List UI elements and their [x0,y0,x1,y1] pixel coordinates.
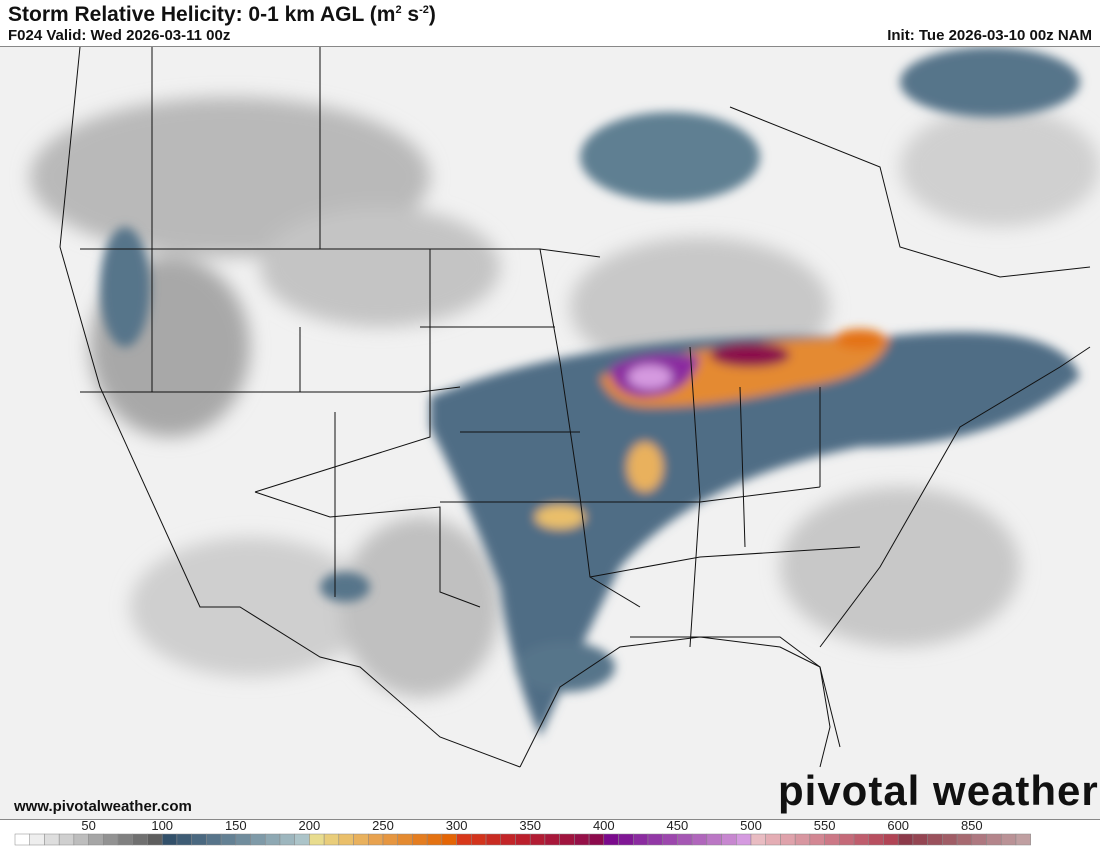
colorbar-swatch [883,833,899,846]
colorbar-swatch [412,833,428,846]
colorbar-label: 200 [299,818,321,833]
colorbar-swatch [176,833,192,846]
colorbar-label: 300 [446,818,468,833]
colorbar-swatch [29,833,45,846]
valid-time: F024 Valid: Wed 2026-03-11 00z [8,27,231,44]
colorbar-swatch [942,833,958,846]
colorbar-swatch [588,833,605,846]
colorbar-swatch [559,833,575,846]
colorbar-swatch [426,833,443,846]
colorbar-swatch [574,833,590,846]
colorbar-swatch [44,833,60,846]
colorbar-swatch [338,833,354,846]
colorbar-swatch [88,833,104,846]
colorbar-label: 150 [225,818,247,833]
colorbar-swatch [161,833,178,846]
colorbar-swatch [191,833,207,846]
map-title: Storm Relative Helicity: 0-1 km AGL (m2 … [8,3,436,26]
colorbar: 50 100 150 200 250 300 350 400 450 500 550 600 850 [0,818,1100,850]
colorbar-swatch [250,833,266,846]
website-url[interactable]: www.pivotalweather.com [14,798,192,815]
colorbar-swatch [147,833,163,846]
colorbar-swatch [721,833,737,846]
helicity-shading [100,47,1080,737]
colorbar-swatch [382,833,398,846]
colorbar-swatch [353,833,369,846]
colorbar-swatch [397,833,413,846]
colorbar-swatch [471,833,487,846]
colorbar-swatch [117,833,134,846]
colorbar-swatch [294,833,310,846]
colorbar-swatch [58,833,75,846]
colorbar-swatch [220,833,237,846]
colorbar-swatch [618,833,634,846]
state-borders [59,47,1091,768]
init-time: Init: Tue 2026-03-10 00z NAM [887,27,1092,44]
colorbar-swatch [235,833,251,846]
colorbar-swatch [662,833,678,846]
colorbar-label: 250 [372,818,394,833]
colorbar-swatch [750,833,766,846]
colorbar-label: 50 [81,818,95,833]
colorbar-swatch [706,833,722,846]
colorbar-label: 600 [887,818,909,833]
colorbar-swatch [765,833,781,846]
colorbar-swatch [264,833,281,846]
pivotal-weather-logo: pivotal weather [778,767,1099,814]
colorbar-swatch [794,833,811,846]
colorbar-swatch [691,833,708,846]
colorbar-label: 450 [667,818,689,833]
colorbar-swatch [956,833,973,846]
colorbar-swatch [73,833,89,846]
colorbar-swatch [809,833,825,846]
colorbar-swatch [500,833,516,846]
colorbar-label: 500 [740,818,762,833]
helicity-map [0,46,1100,820]
colorbar-swatch [839,833,855,846]
colorbar-swatch [632,833,649,846]
colorbar-swatch [897,833,914,846]
colorbar-swatch [206,833,222,846]
colorbar-swatch [1015,833,1031,846]
colorbar-swatch [309,833,325,846]
colorbar-swatch [368,833,384,846]
colorbar-swatch [1000,833,1017,846]
colorbar-label: 400 [593,818,615,833]
colorbar-label: 850 [961,818,983,833]
colorbar-label: 350 [519,818,541,833]
colorbar-swatch [456,833,472,846]
colorbar-swatch [441,833,457,846]
colorbar-swatch [868,833,884,846]
colorbar-swatch [824,833,840,846]
colorbar-swatch [986,833,1002,846]
colorbar-label: 100 [151,818,173,833]
colorbar-swatch [14,833,30,846]
colorbar-swatch [853,833,870,846]
colorbar-swatch [132,833,148,846]
colorbar-swatch [736,833,752,846]
colorbar-swatch [912,833,928,846]
colorbar-swatch [677,833,693,846]
colorbar-swatch [103,833,119,846]
colorbar-swatch [971,833,987,846]
colorbar-swatch [323,833,340,846]
colorbar-swatch [515,833,531,846]
colorbar-swatch [544,833,560,846]
colorbar-label: 550 [814,818,836,833]
colorbar-swatch [279,833,295,846]
colorbar-swatch [529,833,546,846]
colorbar-swatch [485,833,502,846]
colorbar-swatch [780,833,796,846]
colorbar-swatch [603,833,619,846]
colorbar-swatch [927,833,943,846]
colorbar-swatch [647,833,663,846]
